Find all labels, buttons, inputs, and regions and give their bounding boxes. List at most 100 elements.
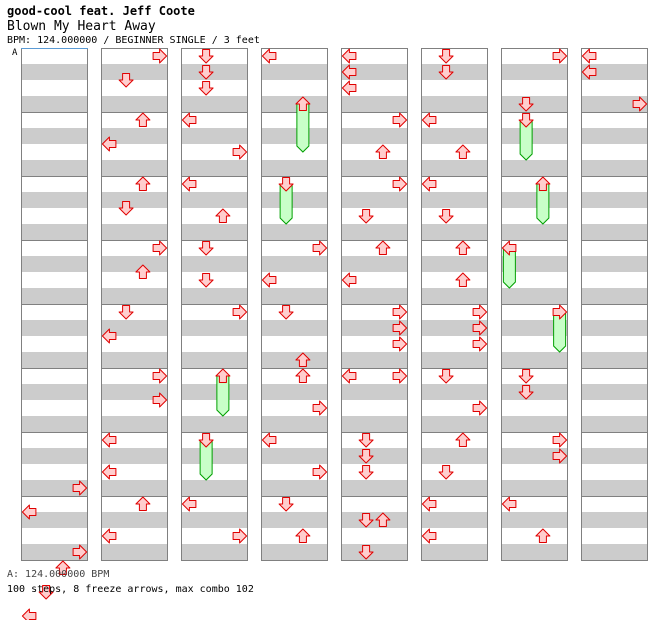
beat-stripe	[101, 320, 168, 336]
beat-stripe	[181, 448, 248, 464]
beat-stripe	[21, 160, 88, 176]
beat-stripe	[341, 256, 408, 272]
beat-stripe	[181, 96, 248, 112]
up-arrow-icon	[295, 368, 311, 383]
left-arrow-icon	[21, 608, 37, 620]
up-arrow-icon	[215, 368, 231, 383]
chart-column-6	[421, 48, 488, 561]
beat-stripe	[501, 416, 568, 432]
beat-stripe	[181, 416, 248, 432]
beat-stripe	[501, 64, 568, 80]
beat-stripe	[101, 64, 168, 80]
beat-stripe	[101, 160, 168, 176]
up-arrow-icon	[375, 512, 391, 527]
left-arrow-icon	[421, 176, 437, 192]
down-arrow-icon	[278, 177, 294, 192]
left-arrow-icon	[341, 368, 357, 384]
beat-stripe	[421, 288, 488, 304]
beat-stripe	[101, 416, 168, 432]
right-arrow-icon	[152, 368, 168, 384]
right-arrow-icon	[312, 240, 328, 256]
beat-stripe	[501, 480, 568, 496]
left-arrow-icon	[501, 496, 517, 512]
beat-stripe	[181, 512, 248, 528]
beat-stripe	[181, 128, 248, 144]
beat-stripe	[261, 64, 328, 80]
beat-stripe	[341, 160, 408, 176]
beat-stripe	[181, 352, 248, 368]
right-arrow-icon	[472, 304, 488, 320]
left-arrow-icon	[341, 64, 357, 80]
beat-stripe	[341, 384, 408, 400]
up-arrow-icon	[455, 144, 471, 159]
down-arrow-icon	[358, 449, 374, 464]
down-arrow-icon	[438, 65, 454, 80]
beat-stripe	[101, 544, 168, 560]
beat-stripe	[261, 384, 328, 400]
right-arrow-icon	[312, 400, 328, 416]
beat-stripe	[501, 96, 568, 112]
up-arrow-icon	[295, 528, 311, 543]
beat-stripe	[21, 480, 88, 496]
beat-stripe	[501, 256, 568, 272]
beat-stripe	[261, 256, 328, 272]
beat-stripe	[501, 352, 568, 368]
beat-stripe	[421, 480, 488, 496]
chart-column-8	[581, 48, 648, 561]
beat-stripe	[421, 448, 488, 464]
beat-stripe	[261, 224, 328, 240]
beat-stripe	[421, 512, 488, 528]
down-arrow-icon	[118, 73, 134, 88]
beat-stripe	[261, 480, 328, 496]
down-arrow-icon	[438, 369, 454, 384]
down-arrow-icon	[518, 97, 534, 112]
beat-stripe	[21, 320, 88, 336]
beat-stripe	[181, 256, 248, 272]
beat-stripe	[181, 544, 248, 560]
chart-column-4	[261, 48, 328, 561]
down-arrow-icon	[198, 241, 214, 256]
beat-stripe	[261, 352, 328, 368]
beat-stripe	[261, 96, 328, 112]
beat-stripe	[581, 288, 648, 304]
up-arrow-icon	[135, 176, 151, 191]
down-arrow-icon	[358, 545, 374, 560]
down-arrow-icon	[198, 433, 214, 448]
up-arrow-icon	[215, 208, 231, 223]
beat-stripe	[21, 384, 88, 400]
beat-stripe	[421, 192, 488, 208]
beat-stripe	[101, 192, 168, 208]
left-arrow-icon	[101, 328, 117, 344]
up-arrow-icon	[535, 176, 551, 191]
beat-stripe	[421, 64, 488, 80]
up-arrow-icon	[295, 96, 311, 111]
beat-stripe	[261, 416, 328, 432]
beat-stripe	[181, 384, 248, 400]
beat-stripe	[261, 320, 328, 336]
beat-stripe	[21, 448, 88, 464]
up-arrow-icon	[375, 240, 391, 255]
beat-stripe	[421, 416, 488, 432]
down-arrow-icon	[358, 465, 374, 480]
down-arrow-icon	[438, 209, 454, 224]
beat-stripe	[501, 512, 568, 528]
beat-stripe	[261, 512, 328, 528]
beat-stripe	[421, 320, 488, 336]
beat-stripe	[421, 224, 488, 240]
down-arrow-icon	[518, 385, 534, 400]
beat-stripe	[101, 448, 168, 464]
beat-stripe	[101, 128, 168, 144]
beat-stripe	[21, 128, 88, 144]
beat-stripe	[501, 448, 568, 464]
beat-stripe	[181, 64, 248, 80]
down-arrow-icon	[358, 209, 374, 224]
song-artist: good-cool feat. Jeff Coote	[7, 4, 195, 18]
beat-stripe	[421, 128, 488, 144]
beat-stripe	[421, 544, 488, 560]
beat-stripe	[581, 160, 648, 176]
right-arrow-icon	[552, 448, 568, 464]
right-arrow-icon	[392, 304, 408, 320]
right-arrow-icon	[392, 336, 408, 352]
freeze-arrow	[296, 103, 310, 153]
chart-column-7	[501, 48, 568, 561]
